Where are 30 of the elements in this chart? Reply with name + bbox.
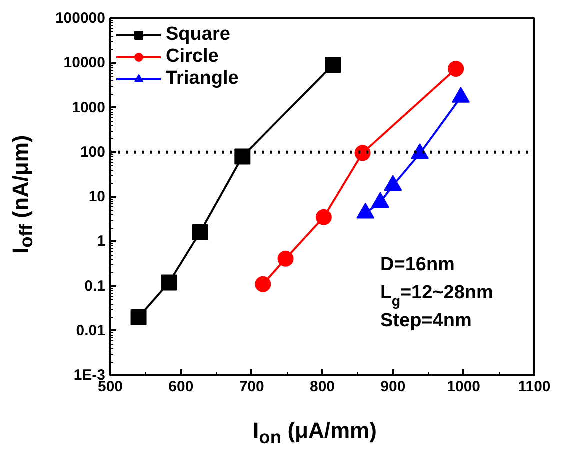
point xyxy=(325,56,342,73)
x-tick-label: 1100 xyxy=(518,378,551,396)
point xyxy=(354,145,371,162)
y-tick-label: 0.01 xyxy=(76,322,106,340)
x-tick-label: 900 xyxy=(380,378,406,396)
annotation: D=16nm xyxy=(380,254,455,276)
y-tick-label: 10 xyxy=(88,188,106,206)
y-tick-label: 1000 xyxy=(72,99,106,116)
point xyxy=(192,224,208,241)
x-axis-title: I$_{on}$ (μA/mm) xyxy=(253,417,377,450)
y-tick-label: 10000 xyxy=(64,54,106,72)
y-tick-label: 100000 xyxy=(55,10,106,27)
y-tick-label: 1 xyxy=(97,233,106,250)
point xyxy=(161,274,178,291)
legend-label: Circle xyxy=(166,46,219,68)
point xyxy=(448,60,464,77)
point xyxy=(234,148,251,165)
x-tick-label: 600 xyxy=(168,378,194,396)
y-tick-label: 100 xyxy=(80,144,106,161)
annotation: Step=4nm xyxy=(380,310,472,332)
x-tick-label: 1000 xyxy=(447,378,481,396)
x-tick-label: 800 xyxy=(310,378,336,396)
legend-label: Square xyxy=(166,24,230,46)
point xyxy=(130,309,147,326)
point xyxy=(255,276,272,292)
point xyxy=(316,209,332,226)
legend-label: Triangle xyxy=(166,68,239,90)
x-tick-label: 700 xyxy=(239,378,264,396)
point xyxy=(278,250,294,267)
y-tick-label: 0.1 xyxy=(84,278,106,295)
